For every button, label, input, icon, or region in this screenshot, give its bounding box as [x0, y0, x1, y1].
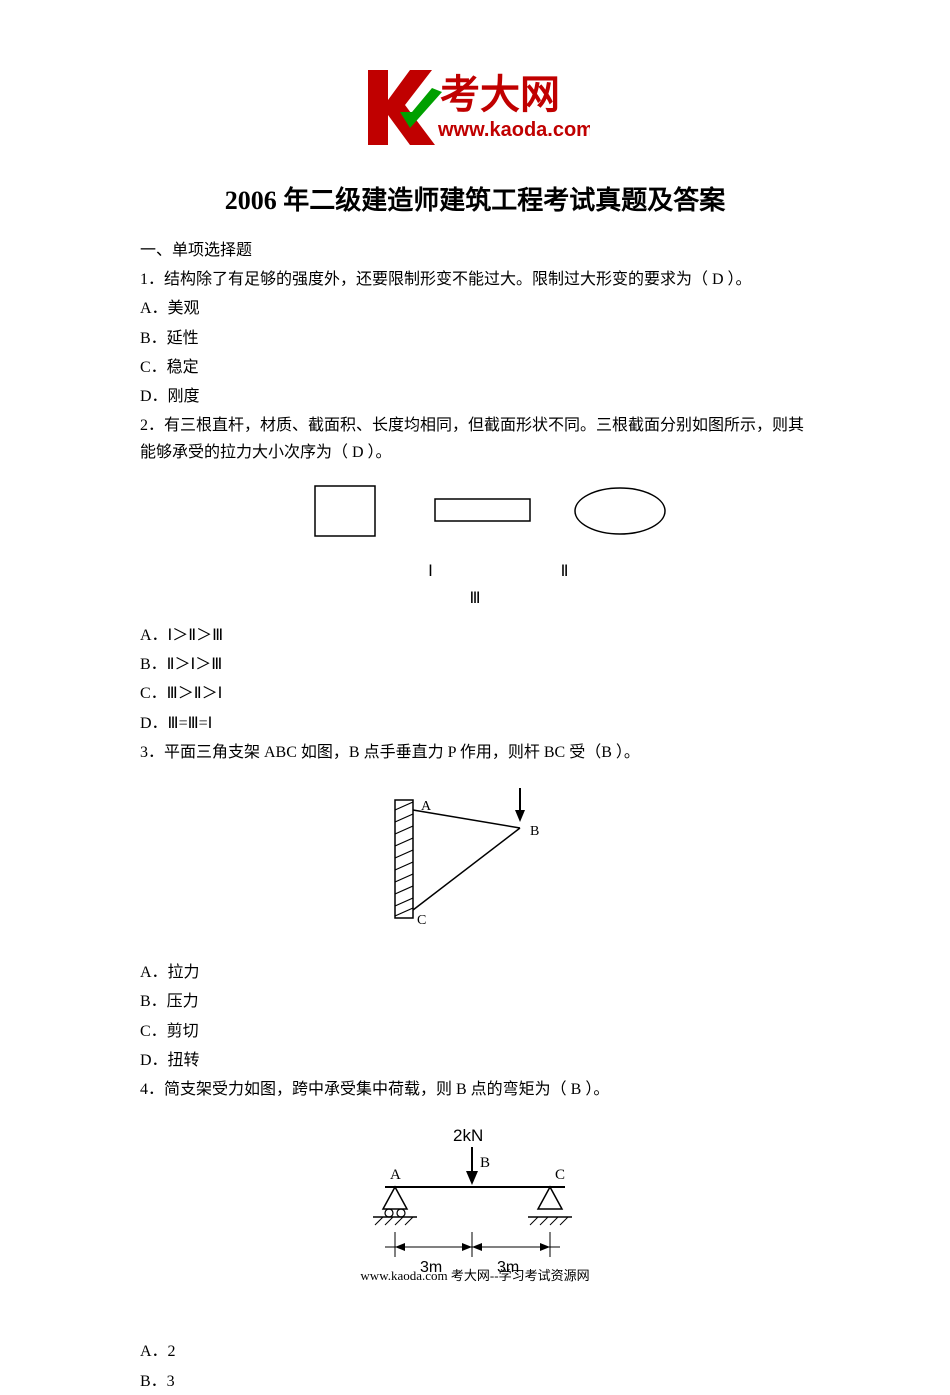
q2-c: C．Ⅲ＞Ⅱ＞Ⅰ	[140, 680, 810, 707]
page-title: 2006 年二级建造师建筑工程考试真题及答案	[0, 165, 950, 237]
q3-b: B．压力	[140, 988, 810, 1015]
q1-a: A．美观	[140, 295, 810, 322]
q3-label-c: C	[417, 913, 426, 928]
q4-b: B．3	[140, 1368, 810, 1395]
q2-b: B．Ⅱ＞Ⅰ＞Ⅲ	[140, 651, 810, 678]
q3-a: A．拉力	[140, 959, 810, 986]
q3-figure: A B C	[140, 768, 810, 959]
q2-label-1: Ⅰ	[366, 558, 496, 585]
logo-area: 考大网 www.kaoda.com	[0, 0, 950, 165]
q4-load: 2kN	[453, 1126, 483, 1145]
q2-d: D．Ⅲ=Ⅲ=Ⅰ	[140, 710, 810, 737]
q1-d: D．刚度	[140, 383, 810, 410]
q4-text: 4．简支架受力如图，跨中承受集中荷载，则 B 点的弯矩为（ B ）。	[140, 1076, 810, 1103]
section-heading: 一、单项选择题	[140, 237, 810, 264]
q2-label-3: Ⅲ	[410, 585, 540, 612]
q4-label-c: C	[555, 1167, 565, 1183]
q4-label-b: B	[480, 1155, 490, 1171]
q1-text: 1．结构除了有足够的强度外，还要限制形变不能过大。限制过大形变的要求为（ D ）…	[140, 266, 810, 293]
q1-b: B．延性	[140, 325, 810, 352]
q3-label-a: A	[421, 799, 432, 814]
q4-figure: 2kN A B C 3m 3m	[140, 1105, 810, 1326]
q2-figure-labels: Ⅰ Ⅱ Ⅲ	[140, 558, 810, 622]
q3-text: 3．平面三角支架 ABC 如图，B 点手垂直力 P 作用，则杆 BC 受（B ）…	[140, 739, 810, 766]
q4-label-a: A	[390, 1167, 401, 1183]
q2-a: A．Ⅰ＞Ⅱ＞Ⅲ	[140, 622, 810, 649]
logo: 考大网 www.kaoda.com	[360, 60, 590, 155]
footer: www.kaoda.com 考大网--学习考试资源网	[0, 1265, 950, 1284]
q3-label-b: B	[530, 824, 539, 839]
q2-figure	[140, 469, 810, 558]
content-area: 一、单项选择题 1．结构除了有足够的强度外，还要限制形变不能过大。限制过大形变的…	[0, 237, 950, 1395]
q3-c: C．剪切	[140, 1018, 810, 1045]
q2-label-2: Ⅱ	[500, 558, 630, 585]
q1-c: C．稳定	[140, 354, 810, 381]
q3-d: D．扭转	[140, 1047, 810, 1074]
svg-text:考大网: 考大网	[440, 73, 560, 117]
q4-a: A．2	[140, 1338, 810, 1365]
q2-text: 2．有三根直杆，材质、截面积、长度均相同，但截面形状不同。三根截面分别如图所示，…	[140, 412, 810, 466]
svg-text:www.kaoda.com: www.kaoda.com	[437, 119, 590, 141]
